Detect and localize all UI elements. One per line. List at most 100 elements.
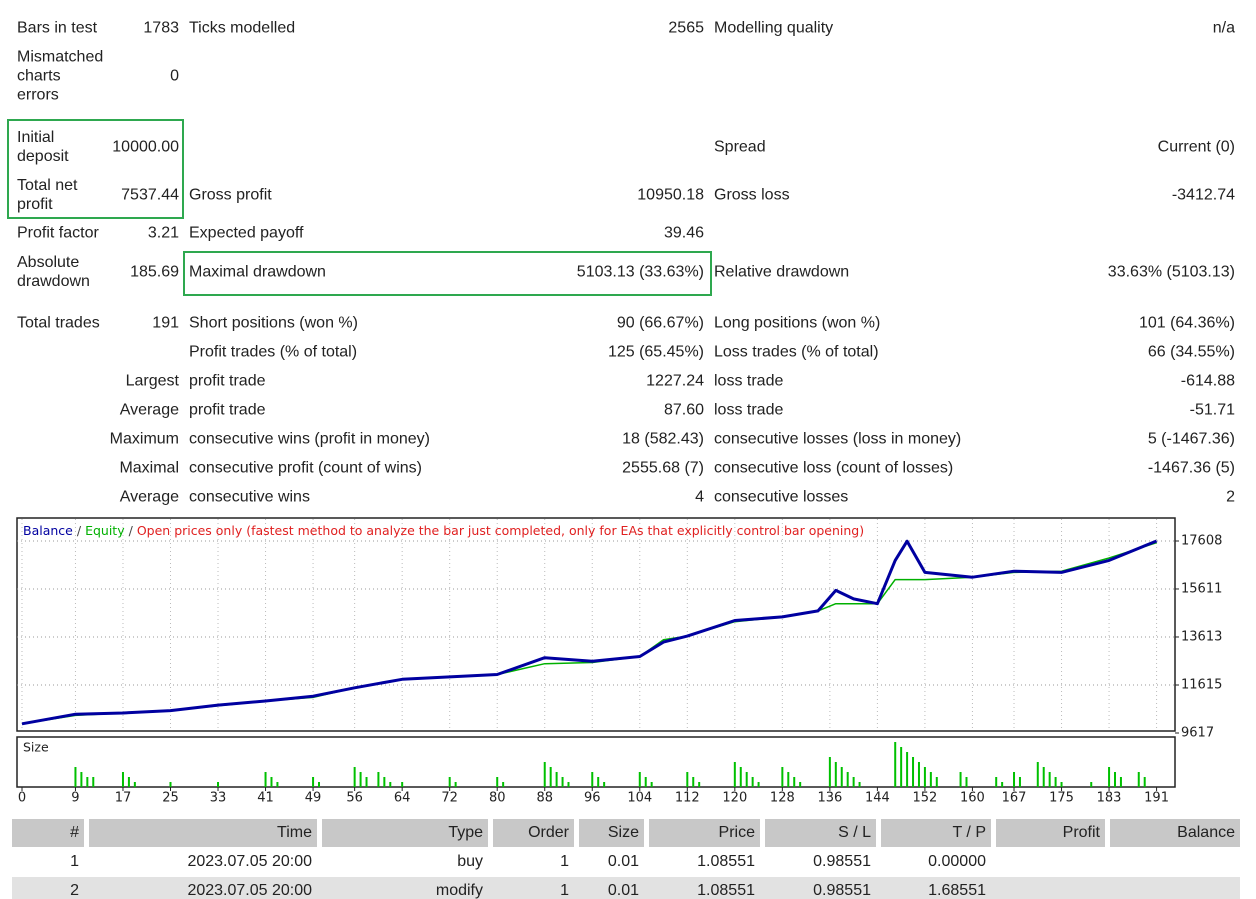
stat-label: Total trades xyxy=(17,314,100,332)
stat-value: -3412.74 xyxy=(1171,186,1235,204)
table-cell: modify xyxy=(435,882,483,899)
bar xyxy=(543,762,546,787)
x-tick-label: 160 xyxy=(960,791,985,806)
series-line xyxy=(21,539,1158,726)
stat-label: Expected payoff xyxy=(189,224,304,242)
bar xyxy=(965,777,968,787)
x-tick-label: 0 xyxy=(18,791,26,806)
bar xyxy=(751,777,754,787)
bar xyxy=(1013,772,1016,787)
column-header: Order xyxy=(493,819,574,847)
bar xyxy=(401,782,404,787)
stat-label: consecutive losses (loss in money) xyxy=(714,430,962,448)
table-cell: 1.08551 xyxy=(697,882,755,899)
column-header: Size xyxy=(579,819,644,847)
y-tick-label: 13613 xyxy=(1181,629,1222,644)
table-cell: 1 xyxy=(560,853,569,870)
column-header: Profit xyxy=(996,819,1105,847)
table-row xyxy=(12,848,1240,876)
stat-label: Profit factor xyxy=(17,224,99,242)
bar xyxy=(846,772,849,787)
bar xyxy=(745,772,748,787)
bar xyxy=(597,777,600,787)
bar xyxy=(1108,767,1111,787)
x-tick-label: 191 xyxy=(1144,791,1169,806)
table-cell: 2023.07.05 20:00 xyxy=(187,853,312,870)
bar xyxy=(1143,777,1146,787)
stat-value: 2 xyxy=(1226,488,1235,506)
stat-label: profit trade xyxy=(189,401,266,419)
stat-value: 1227.24 xyxy=(646,372,704,390)
bar xyxy=(549,767,552,787)
stat-label: Ticks modelled xyxy=(189,19,296,37)
table-cell: 0.00000 xyxy=(928,853,986,870)
bar xyxy=(454,782,457,787)
bar xyxy=(1060,782,1063,787)
bar xyxy=(121,772,124,787)
stat-prefix: Average xyxy=(119,401,179,419)
bar xyxy=(389,782,392,787)
bar xyxy=(169,782,172,787)
y-tick-label: 11615 xyxy=(1181,677,1222,692)
stat-value: 5103.13 (33.63%) xyxy=(576,263,704,281)
x-tick-label: 144 xyxy=(865,791,890,806)
column-header: Balance xyxy=(1110,819,1240,847)
bar xyxy=(1054,777,1057,787)
stat-label: Absolute drawdown xyxy=(17,254,90,290)
stat-value: -51.71 xyxy=(1189,401,1235,419)
bar xyxy=(644,777,647,787)
stat-label: consecutive loss (count of losses) xyxy=(714,459,954,477)
table-cell: 0.98551 xyxy=(813,853,871,870)
stat-value: 33.63% (5103.13) xyxy=(1107,263,1235,281)
x-tick-label: 183 xyxy=(1097,791,1122,806)
bar xyxy=(906,752,909,787)
x-tick-label: 167 xyxy=(1002,791,1027,806)
size-frame xyxy=(16,736,1176,788)
bar xyxy=(1001,782,1004,787)
stat-label: consecutive losses xyxy=(714,488,849,506)
x-tick-label: 80 xyxy=(489,791,506,806)
bar xyxy=(359,772,362,787)
column-header: Time xyxy=(89,819,317,847)
stat-label: Short positions (won %) xyxy=(189,314,358,332)
bar xyxy=(650,782,653,787)
stat-label: Bars in test xyxy=(17,19,98,37)
x-tick-label: 112 xyxy=(675,791,700,806)
stat-label: Mismatched charts errors xyxy=(17,48,104,104)
stat-value: 2555.68 (7) xyxy=(622,459,704,477)
stat-label: Gross profit xyxy=(189,186,272,204)
bar xyxy=(502,782,505,787)
bar xyxy=(1036,762,1039,787)
bar xyxy=(74,767,77,787)
bar xyxy=(270,777,273,787)
stat-value: 2565 xyxy=(668,19,704,37)
bar xyxy=(995,777,998,787)
bar xyxy=(686,772,689,787)
bar xyxy=(377,772,380,787)
y-tick-label: 15611 xyxy=(1181,581,1222,596)
table-cell: 0.98551 xyxy=(813,882,871,899)
table-cell: 1.68551 xyxy=(928,882,986,899)
bar xyxy=(1137,772,1140,787)
bar xyxy=(133,782,136,787)
x-tick-label: 120 xyxy=(722,791,747,806)
table-cell: 1.08551 xyxy=(697,853,755,870)
bar xyxy=(858,782,861,787)
bar xyxy=(318,782,321,787)
panel-title: Size xyxy=(23,740,49,755)
bar xyxy=(894,742,897,787)
x-tick-label: 96 xyxy=(584,791,601,806)
x-tick-label: 128 xyxy=(770,791,795,806)
column-header: S / L xyxy=(765,819,876,847)
bar xyxy=(496,777,499,787)
bar xyxy=(781,767,784,787)
bar xyxy=(692,777,695,787)
bar xyxy=(840,767,843,787)
stat-value: 3.21 xyxy=(147,224,179,242)
bar xyxy=(912,757,915,787)
table-row xyxy=(12,877,1240,899)
x-tick-label: 56 xyxy=(346,791,363,806)
stat-value: 1783 xyxy=(143,19,179,37)
table-cell: 2 xyxy=(70,882,79,899)
stat-value: 0 xyxy=(170,67,179,85)
